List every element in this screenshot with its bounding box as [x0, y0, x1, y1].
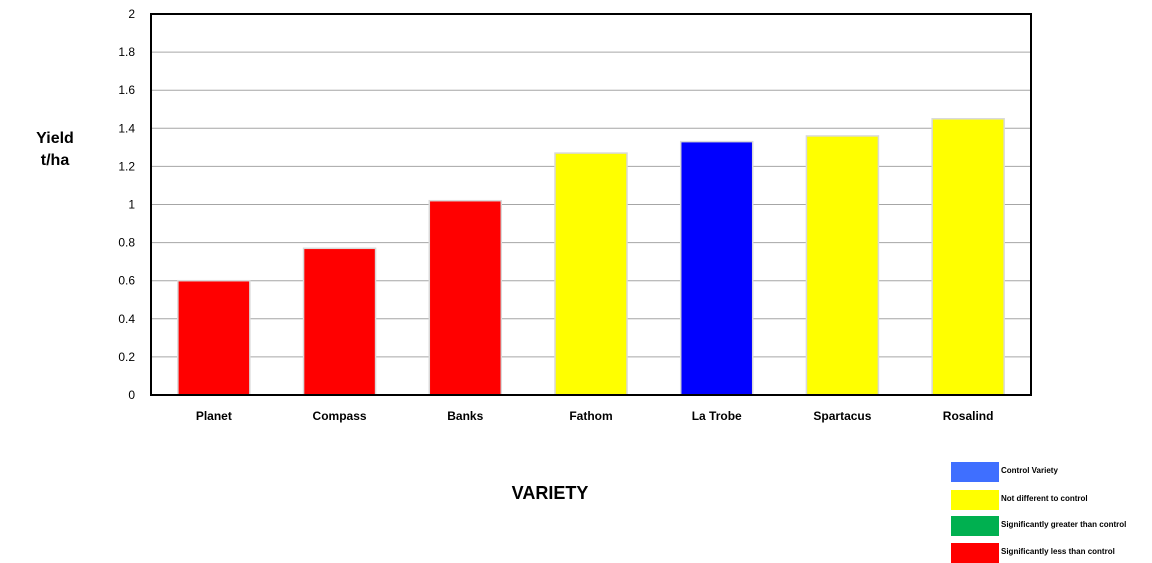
y-tick-label: 0.8 [118, 236, 135, 250]
x-tick-label: Compass [313, 409, 367, 423]
legend-label-less: Significantly less than control [1001, 547, 1115, 556]
x-tick-label: La Trobe [692, 409, 742, 423]
legend-swatch-control [951, 462, 999, 482]
bar-banks [428, 199, 503, 396]
x-tick-label: Fathom [569, 409, 612, 423]
bars [177, 118, 1005, 396]
bar-fathom [554, 152, 628, 396]
legend-item-greater: Significantly greater than control [951, 516, 1151, 536]
y-tick-label: 2 [128, 7, 135, 21]
y-tick-label: 0.6 [118, 274, 135, 288]
y-tick-labels: 0 0.2 0.4 0.6 0.8 1 1.2 1.4 1.6 1.8 2 [118, 7, 135, 402]
x-tick-label: Banks [447, 409, 483, 423]
bar-planet [177, 279, 251, 396]
y-axis-label: Yield t/ha [20, 128, 90, 172]
y-tick-label: 1.8 [118, 45, 135, 59]
legend-item-control: Control Variety [951, 462, 1151, 482]
legend-swatch-greater [951, 516, 999, 536]
y-tick-label: 1.4 [118, 121, 135, 135]
y-tick-label: 0.2 [118, 350, 135, 364]
x-tick-labels: Planet Compass Banks Fathom La Trobe Spartacu… [196, 409, 994, 423]
bar-la-trobe [679, 140, 754, 396]
legend-label-control: Control Variety [1001, 466, 1058, 475]
y-tick-label: 0 [128, 388, 135, 402]
bar-compass [302, 247, 377, 396]
y-tick-label: 1.6 [118, 83, 135, 97]
x-tick-label: Spartacus [813, 409, 871, 423]
x-tick-label: Rosalind [943, 409, 994, 423]
legend-item-less: Significantly less than control [951, 543, 1151, 563]
y-tick-label: 1.2 [118, 159, 135, 173]
y-tick-label: 1 [128, 198, 135, 212]
plot-frame [150, 13, 1032, 396]
y-axis-label-line2: t/ha [40, 152, 70, 169]
legend-label-greater: Significantly greater than control [1001, 520, 1127, 529]
legend-label-not-different: Not different to control [1001, 494, 1088, 503]
legend-swatch-less [951, 543, 999, 563]
y-axis-label-line1: Yield [36, 130, 74, 147]
y-tick-label: 0.4 [118, 312, 135, 326]
bar-rosalind [931, 118, 1005, 396]
x-tick-label: Planet [196, 409, 232, 423]
legend-item-not-different: Not different to control [951, 490, 1151, 510]
legend-swatch-not-different [951, 490, 999, 510]
x-axis-label: VARIETY [511, 483, 589, 503]
bar-spartacus [805, 135, 880, 396]
